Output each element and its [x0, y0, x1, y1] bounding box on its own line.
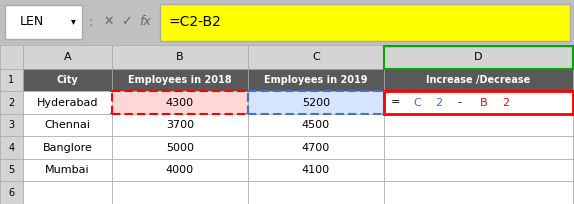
Bar	[248, 182, 384, 204]
Bar	[246, 113, 250, 114]
Text: -: -	[457, 98, 461, 108]
Text: Mumbai: Mumbai	[45, 165, 90, 175]
Text: C: C	[413, 98, 421, 108]
Bar	[0, 159, 23, 182]
Bar	[0, 182, 23, 204]
Text: Employees in 2019: Employees in 2019	[264, 75, 368, 85]
Text: B: B	[480, 98, 488, 108]
Bar	[384, 182, 573, 204]
Text: 1: 1	[9, 75, 14, 85]
Bar	[23, 136, 112, 159]
Text: 6: 6	[9, 188, 14, 198]
Bar	[384, 114, 573, 136]
Bar	[246, 113, 250, 114]
Bar	[112, 136, 248, 159]
Text: =: =	[391, 98, 400, 108]
Bar	[0, 91, 23, 114]
Bar	[248, 69, 384, 91]
Bar	[248, 136, 384, 159]
Bar	[23, 182, 112, 204]
Text: Increase /Decrease: Increase /Decrease	[426, 75, 530, 85]
Bar	[23, 45, 112, 69]
Bar	[382, 113, 386, 114]
Text: LEN: LEN	[20, 15, 44, 28]
Bar	[384, 45, 573, 69]
Bar	[0, 114, 23, 136]
Bar	[112, 69, 248, 91]
Text: Hyderabad: Hyderabad	[37, 98, 98, 108]
Text: 4100: 4100	[302, 165, 330, 175]
Bar	[112, 91, 248, 114]
Text: 4700: 4700	[302, 143, 330, 153]
Bar	[382, 91, 386, 92]
Bar	[112, 114, 248, 136]
Text: 3700: 3700	[166, 120, 194, 130]
Bar	[23, 159, 112, 182]
Text: ▾: ▾	[71, 17, 76, 27]
Text: Employees in 2018: Employees in 2018	[128, 75, 232, 85]
Bar	[384, 159, 573, 182]
Bar	[0, 69, 23, 91]
Bar	[23, 91, 112, 114]
Bar	[160, 4, 570, 41]
Bar	[248, 114, 384, 136]
Bar	[112, 159, 248, 182]
Bar	[384, 136, 573, 159]
Text: C: C	[312, 52, 320, 62]
Bar	[23, 114, 112, 136]
Bar	[246, 91, 250, 92]
Text: Chennai: Chennai	[44, 120, 91, 130]
Text: D: D	[474, 52, 483, 62]
Bar	[110, 91, 114, 92]
Bar	[110, 113, 114, 114]
Text: 2: 2	[502, 98, 510, 108]
Bar	[112, 182, 248, 204]
Bar	[23, 69, 112, 91]
Text: :: :	[88, 14, 93, 29]
Text: 2: 2	[9, 98, 14, 108]
Bar	[248, 45, 384, 69]
Bar	[112, 45, 248, 69]
Text: 5000: 5000	[166, 143, 194, 153]
Text: 4500: 4500	[302, 120, 330, 130]
Text: 5200: 5200	[302, 98, 330, 108]
Bar	[248, 159, 384, 182]
Text: A: A	[64, 52, 71, 62]
Text: fx: fx	[139, 15, 150, 28]
Bar	[5, 5, 82, 40]
Text: 5: 5	[9, 165, 14, 175]
Text: 4300: 4300	[166, 98, 194, 108]
Text: 3: 3	[9, 120, 14, 130]
Text: 4: 4	[9, 143, 14, 153]
Text: City: City	[57, 75, 78, 85]
Text: ✓: ✓	[121, 15, 131, 28]
Bar	[0, 136, 23, 159]
Text: =C2-B2: =C2-B2	[168, 14, 221, 29]
Bar	[384, 91, 573, 114]
Text: ✕: ✕	[104, 15, 114, 28]
Text: 2: 2	[436, 98, 443, 108]
Bar	[0, 45, 23, 69]
Bar	[384, 69, 573, 91]
Bar	[246, 91, 250, 92]
Text: B: B	[176, 52, 184, 62]
Text: Banglore: Banglore	[42, 143, 92, 153]
Bar	[248, 91, 384, 114]
Text: 4000: 4000	[166, 165, 194, 175]
